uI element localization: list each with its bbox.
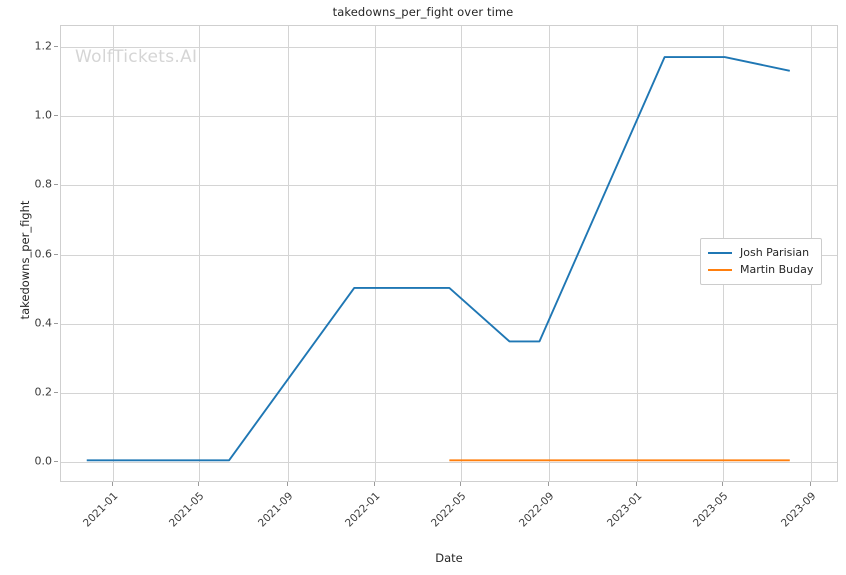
gridline-vertical	[375, 26, 377, 481]
legend-swatch-josh-parisian	[708, 251, 732, 254]
legend-label-martin-buday: Martin Buday	[740, 263, 814, 276]
gridline-horizontal	[61, 392, 837, 394]
y-axis-tick-label: 1.0	[34, 108, 53, 122]
x-axis-tick-mark	[286, 482, 288, 486]
watermark-text: WolfTickets.AI	[75, 47, 198, 67]
gridline-horizontal	[61, 323, 837, 325]
plot-area: WolfTickets.AI	[60, 25, 838, 482]
chart-legend: Josh Parisian Martin Buday	[700, 238, 823, 285]
y-axis-tick-mark	[54, 322, 58, 324]
y-axis-tick-labels: 0.0 0.2 0.4 0.6 0.8 1.0 1.2	[0, 25, 53, 482]
y-axis-tick-mark	[54, 253, 58, 255]
y-axis-tick-label: 0.6	[34, 247, 53, 260]
gridline-horizontal	[61, 116, 837, 117]
gridline-vertical	[461, 26, 463, 481]
y-axis-tick-label: 0.0	[34, 454, 53, 468]
y-axis-tick-mark	[54, 184, 58, 186]
series-line	[86, 56, 790, 462]
x-axis-tick-mark	[374, 482, 376, 486]
gridline-vertical	[199, 26, 201, 481]
gridline-horizontal	[61, 185, 837, 187]
y-axis-tick-mark	[54, 115, 58, 116]
x-axis-tick-labels: 2021-01 2021-05 2021-09 2022-01 2022-05 2022-…	[60, 482, 838, 542]
y-axis-tick-label: 0.2	[34, 385, 53, 399]
x-axis-tick-label: 2021-01	[81, 490, 121, 530]
x-axis-tick-label: 2021-05	[167, 490, 207, 530]
legend-swatch-martin-buday	[708, 268, 732, 271]
x-axis-title: Date	[435, 551, 463, 565]
gridline-vertical	[113, 26, 115, 481]
series-lines	[86, 56, 790, 462]
y-axis-tick-mark	[54, 461, 58, 463]
y-axis-tick-label: 0.8	[34, 177, 53, 191]
legend-item-josh-parisian[interactable]: Josh Parisian	[708, 244, 813, 261]
legend-item-martin-buday[interactable]: Martin Buday	[708, 261, 813, 278]
x-axis-tick-mark	[548, 482, 550, 486]
x-axis-tick-mark	[721, 482, 723, 486]
gridline-vertical	[636, 26, 638, 481]
gridline-vertical	[549, 26, 551, 481]
gridline-vertical	[287, 26, 289, 481]
gridline-horizontal	[61, 46, 837, 48]
legend-label-josh-parisian: Josh Parisian	[740, 246, 810, 259]
x-axis-tick-mark	[635, 482, 637, 486]
chart-title: takedowns_per_fight over time	[332, 5, 514, 19]
x-axis-tick-label: 2023-09	[779, 490, 819, 530]
x-axis-tick-label: 2022-05	[429, 490, 469, 530]
x-axis-tick-mark	[810, 482, 812, 486]
x-axis-tick-label: 2023-05	[690, 490, 731, 530]
gridline-horizontal	[61, 462, 837, 464]
x-axis-tick-label: 2021-09	[255, 490, 296, 530]
x-axis-tick-label: 2022-09	[517, 490, 557, 530]
y-axis-tick-label: 1.2	[34, 39, 53, 53]
x-axis-tick-mark	[460, 482, 462, 486]
y-axis-tick-label: 0.4	[34, 316, 53, 330]
x-axis-tick-label: 2023-01	[604, 490, 645, 530]
x-axis-tick-mark	[198, 482, 200, 486]
gridline-horizontal	[61, 254, 837, 256]
x-axis-tick-label: 2022-01	[343, 490, 383, 530]
y-axis-tick-mark	[54, 45, 58, 47]
x-axis-tick-mark	[112, 482, 114, 486]
y-axis-tick-mark	[54, 391, 58, 393]
